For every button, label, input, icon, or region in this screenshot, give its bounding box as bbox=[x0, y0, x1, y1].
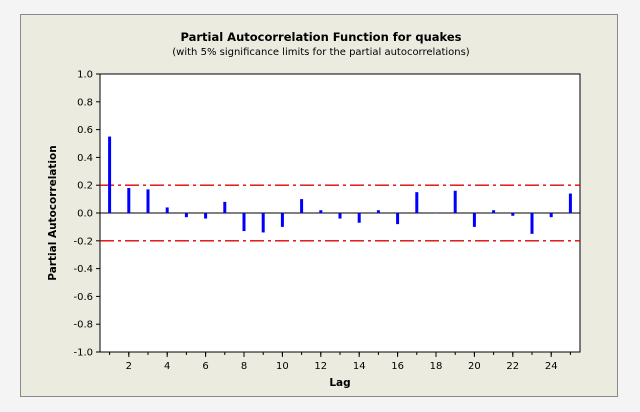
y-axis: 1.0 0.8 0.6 0.4 0.2 0.0 -0.2 -0.4 -0.6 -0.8 -1.0 bbox=[73, 70, 100, 359]
x-tick-label: 24 bbox=[545, 361, 558, 372]
significance-limits bbox=[100, 184, 580, 242]
y-tick-label: 1.0 bbox=[77, 70, 93, 81]
y-axis-label: Partial Autocorrelation bbox=[47, 145, 59, 280]
y-tick-label: -1.0 bbox=[73, 348, 93, 359]
y-tick-label: 0.2 bbox=[77, 181, 93, 192]
pacf-bar-lag-1 bbox=[108, 136, 112, 213]
pacf-bar-lag-9 bbox=[261, 213, 265, 233]
x-tick-label: 2 bbox=[126, 361, 132, 372]
pacf-bar-lag-6 bbox=[204, 213, 208, 219]
x-tick-label: 12 bbox=[314, 361, 327, 372]
pacf-bar-lag-22 bbox=[511, 213, 515, 216]
pacf-bar-lag-19 bbox=[453, 190, 457, 213]
x-tick-label: 16 bbox=[391, 361, 404, 372]
y-tick-label: -0.2 bbox=[73, 236, 93, 247]
x-tick-label: 6 bbox=[202, 361, 208, 372]
x-tick-label: 4 bbox=[164, 361, 170, 372]
pacf-bar-lag-21 bbox=[492, 210, 496, 213]
pacf-bar-lag-24 bbox=[549, 213, 553, 218]
chart-frame: Partial Autocorrelation Function for qua… bbox=[20, 14, 618, 397]
pacf-bar-lag-7 bbox=[223, 201, 227, 213]
chart-title: Partial Autocorrelation Function for qua… bbox=[180, 30, 461, 44]
pacf-bar-lag-13 bbox=[338, 213, 342, 219]
pacf-bar-lag-15 bbox=[376, 210, 380, 213]
pacf-bar-lag-12 bbox=[319, 210, 323, 213]
x-tick-label: 8 bbox=[241, 361, 247, 372]
y-tick-label: -0.6 bbox=[73, 292, 93, 303]
x-tick-label: 18 bbox=[430, 361, 443, 372]
x-axis-label: Lag bbox=[329, 377, 350, 389]
y-tick-label: 0.0 bbox=[77, 209, 93, 220]
pacf-bar-lag-14 bbox=[357, 213, 361, 223]
pacf-bar-lag-8 bbox=[242, 213, 246, 232]
pacf-bar-lag-20 bbox=[472, 213, 476, 227]
y-tick-label: -0.4 bbox=[73, 264, 93, 275]
x-tick-label: 20 bbox=[468, 361, 481, 372]
pacf-bar-lag-23 bbox=[530, 213, 534, 234]
y-tick-label: 0.4 bbox=[77, 153, 93, 164]
x-tick-label: 10 bbox=[276, 361, 289, 372]
chart-subtitle: (with 5% significance limits for the par… bbox=[172, 47, 470, 58]
pacf-bar-lag-17 bbox=[415, 192, 419, 213]
x-axis: 2 4 6 8 10 12 14 16 18 20 22 24 bbox=[109, 352, 571, 372]
pacf-bar-lag-11 bbox=[300, 199, 304, 213]
y-tick-label: -0.8 bbox=[73, 320, 93, 331]
x-tick-label: 22 bbox=[506, 361, 519, 372]
pacf-bar-lag-2 bbox=[127, 187, 131, 213]
pacf-bar-lag-18 bbox=[434, 213, 438, 214]
pacf-bars bbox=[108, 136, 572, 234]
pacf-bar-lag-10 bbox=[280, 213, 284, 227]
pacf-bar-lag-5 bbox=[184, 213, 188, 218]
y-tick-label: 0.6 bbox=[77, 125, 93, 136]
pacf-bar-lag-16 bbox=[396, 213, 400, 225]
pacf-bar-lag-25 bbox=[568, 193, 572, 213]
x-tick-label: 14 bbox=[353, 361, 366, 372]
pacf-bar-lag-3 bbox=[146, 189, 150, 213]
y-tick-label: 0.8 bbox=[77, 97, 93, 108]
pacf-bar-lag-4 bbox=[165, 207, 169, 213]
pacf-chart: Partial Autocorrelation Function for qua… bbox=[47, 30, 581, 389]
